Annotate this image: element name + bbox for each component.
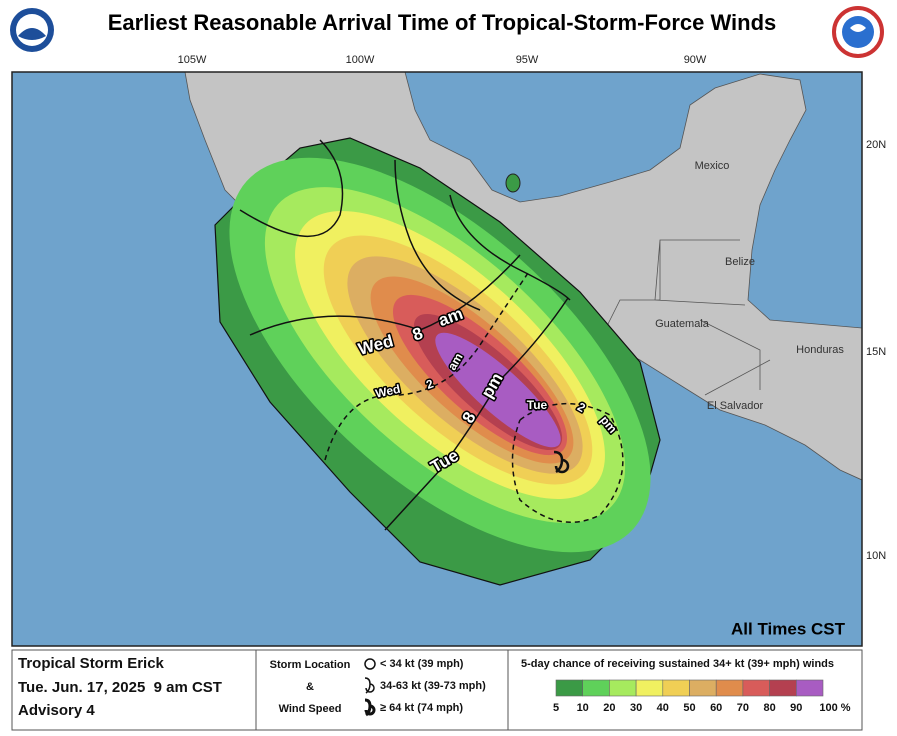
- advisory: Advisory 4: [18, 702, 95, 719]
- scale-label: 20: [603, 702, 615, 714]
- storm-symbol: [553, 450, 570, 474]
- scale-label: 70: [737, 702, 749, 714]
- lon-label: 105W: [178, 54, 207, 66]
- island: [505, 173, 521, 193]
- scale-label: 10: [577, 702, 589, 714]
- key-symbol: [364, 677, 375, 694]
- scale-label: 30: [630, 702, 642, 714]
- scale-label: 40: [657, 702, 669, 714]
- key-item: 34-63 kt (39-73 mph): [380, 680, 486, 692]
- map: [12, 72, 862, 646]
- place-label: Honduras: [796, 344, 844, 356]
- key-title: &: [306, 681, 314, 693]
- contours: [239, 139, 624, 531]
- issue-date: Tue. Jun. 17, 2025 9 am CST: [18, 679, 222, 696]
- scale-label: 60: [710, 702, 722, 714]
- scale-title: 5-day chance of receiving sustained 34+ …: [521, 658, 834, 670]
- scale-label: 100 %: [819, 702, 850, 714]
- key-symbol: [364, 658, 376, 670]
- scale-swatch: [715, 679, 744, 697]
- nws-logo: [832, 6, 884, 58]
- scale-swatch: [795, 679, 824, 697]
- title: Earliest Reasonable Arrival Time of Trop…: [108, 10, 777, 35]
- borders: [599, 239, 771, 396]
- scale-swatch: [555, 679, 584, 697]
- place-label: Guatemala: [655, 318, 710, 330]
- key-item: < 34 kt (39 mph): [380, 658, 464, 670]
- scale-label: 5: [553, 702, 559, 714]
- key-symbol: [364, 698, 376, 717]
- note: All Times CST: [731, 619, 846, 638]
- lon-label: 95W: [516, 54, 539, 66]
- place-label: El Salvador: [707, 400, 764, 412]
- lat-label: 10N: [866, 550, 886, 562]
- scale-label: 50: [683, 702, 695, 714]
- scale-label: 90: [790, 702, 802, 714]
- key-item: ≥ 64 kt (74 mph): [380, 702, 463, 714]
- place-label: Belize: [725, 256, 755, 268]
- scale-swatch: [609, 679, 637, 697]
- contour-label: Wed: [374, 382, 401, 401]
- lon-label: 100W: [346, 54, 375, 66]
- scale-swatch: [769, 679, 797, 697]
- noaa-logo: [10, 8, 54, 52]
- storm-name: Tropical Storm Erick: [18, 655, 165, 672]
- lat-label: 20N: [866, 139, 886, 151]
- scale-swatch: [689, 679, 717, 697]
- scale-swatch: [662, 679, 690, 697]
- lat-label: 15N: [866, 346, 886, 358]
- key-title: Wind Speed: [279, 703, 342, 715]
- place-label: Mexico: [695, 160, 730, 172]
- scale-swatch: [742, 679, 770, 697]
- key-title: Storm Location: [270, 659, 351, 671]
- contour-label: Tue: [527, 398, 548, 412]
- probability: [214, 137, 661, 586]
- scale-swatch: [582, 679, 610, 697]
- map-frame: [11, 71, 863, 647]
- scale-label: 80: [763, 702, 775, 714]
- scale-swatch: [635, 679, 664, 697]
- lon-label: 90W: [684, 54, 707, 66]
